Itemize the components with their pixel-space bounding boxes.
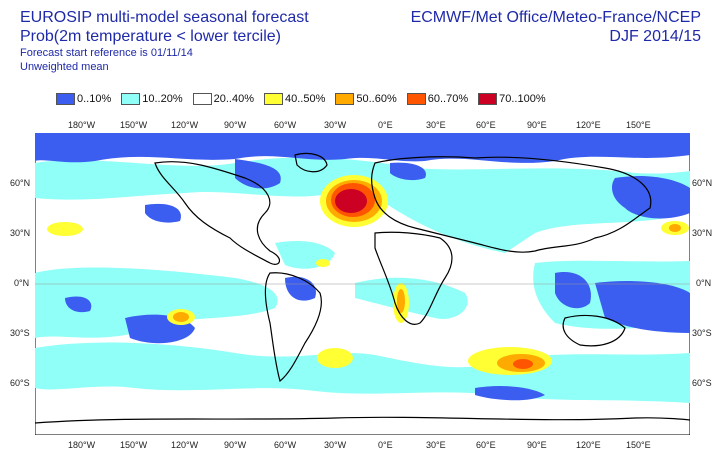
- legend-swatch: [406, 93, 426, 105]
- legend-item: 10..20%: [121, 93, 183, 105]
- legend-label: 50..60%: [356, 93, 397, 105]
- lon-label-top: 150°W: [120, 120, 148, 130]
- lon-label-top: 30°W: [324, 120, 347, 130]
- lon-label-top: 0°E: [378, 120, 393, 130]
- weighting-text: Unweighted mean: [20, 61, 109, 73]
- lon-label-top: 120°E: [576, 120, 601, 130]
- legend: 0..10% 10..20% 20..40% 40..50% 50..60% 6…: [56, 93, 556, 105]
- legend-swatch: [121, 93, 141, 105]
- lon-label-bottom: 30°W: [324, 440, 347, 450]
- lon-label-top: 60°E: [476, 120, 496, 130]
- legend-label: 20..40%: [213, 93, 254, 105]
- legend-swatch: [335, 93, 355, 105]
- lat-label-right: 30°S: [692, 328, 712, 338]
- map-title: EUROSIP multi-model seasonal forecast: [20, 9, 309, 26]
- coastlines: [35, 152, 690, 424]
- lon-label-top: 90°E: [527, 120, 547, 130]
- lon-label-bottom: 150°W: [120, 440, 148, 450]
- legend-label: 60..70%: [427, 93, 469, 105]
- legend-label: 70..100%: [499, 93, 546, 105]
- legend-label: 40..50%: [285, 93, 326, 105]
- legend-label: 10..20%: [142, 93, 183, 105]
- legend-swatch: [56, 93, 75, 105]
- lon-label-bottom: 120°E: [576, 440, 601, 450]
- lon-label-bottom: 90°W: [224, 440, 247, 450]
- lat-label-right: 0°N: [696, 278, 712, 288]
- legend-label: 0..10%: [77, 93, 112, 105]
- lon-label-bottom: 180°W: [68, 440, 96, 450]
- legend-item: 70..100%: [478, 93, 546, 105]
- legend-item: 0..10%: [56, 93, 111, 105]
- legend-swatch: [478, 93, 498, 105]
- lon-label-bottom: 30°E: [426, 440, 446, 450]
- lon-label-bottom: 0°E: [378, 440, 393, 450]
- source-centres: ECMWF/Met Office/Meteo-France/NCEP: [410, 9, 701, 26]
- lon-label-bottom: 60°E: [476, 440, 496, 450]
- legend-item: 60..70%: [406, 93, 469, 105]
- season-label: DJF 2014/15: [609, 28, 701, 45]
- title-block: EUROSIP multi-model seasonal forecast Pr…: [20, 8, 309, 74]
- forecast-start-text: Forecast start reference is 01/11/14: [20, 47, 193, 59]
- lat-label-left: 0°N: [14, 278, 30, 288]
- lat-label-left: 60°N: [10, 178, 31, 188]
- band-70-100: [335, 189, 367, 213]
- lat-label-left: 60°S: [10, 378, 30, 388]
- legend-swatch: [192, 93, 212, 105]
- lon-label-bottom: 150°E: [626, 440, 651, 450]
- lat-label-right: 30°N: [692, 228, 713, 238]
- lat-label-left: 30°N: [10, 228, 31, 238]
- lat-label-right: 60°S: [692, 378, 712, 388]
- source-block: ECMWF/Met Office/Meteo-France/NCEP DJF 2…: [411, 8, 701, 46]
- lon-label-bottom: 90°E: [527, 440, 547, 450]
- probability-map: [35, 133, 690, 435]
- lon-label-bottom: 120°W: [171, 440, 199, 450]
- band-0-10: [35, 133, 690, 401]
- legend-item: 20..40%: [192, 93, 254, 105]
- legend-item: 40..50%: [264, 93, 325, 105]
- lon-label-top: 150°E: [626, 120, 651, 130]
- lon-label-top: 120°W: [171, 120, 199, 130]
- lat-label-left: 30°S: [10, 328, 30, 338]
- lat-label-right: 60°N: [692, 178, 713, 188]
- legend-item: 50..60%: [335, 93, 397, 105]
- legend-swatch: [264, 93, 283, 105]
- lon-label-top: 60°W: [274, 120, 297, 130]
- lon-label-top: 180°W: [68, 120, 96, 130]
- lon-label-bottom: 60°W: [274, 440, 297, 450]
- map-subtitle: Prob(2m temperature < lower tercile): [20, 28, 281, 45]
- lon-label-top: 90°W: [224, 120, 247, 130]
- lon-label-top: 30°E: [426, 120, 446, 130]
